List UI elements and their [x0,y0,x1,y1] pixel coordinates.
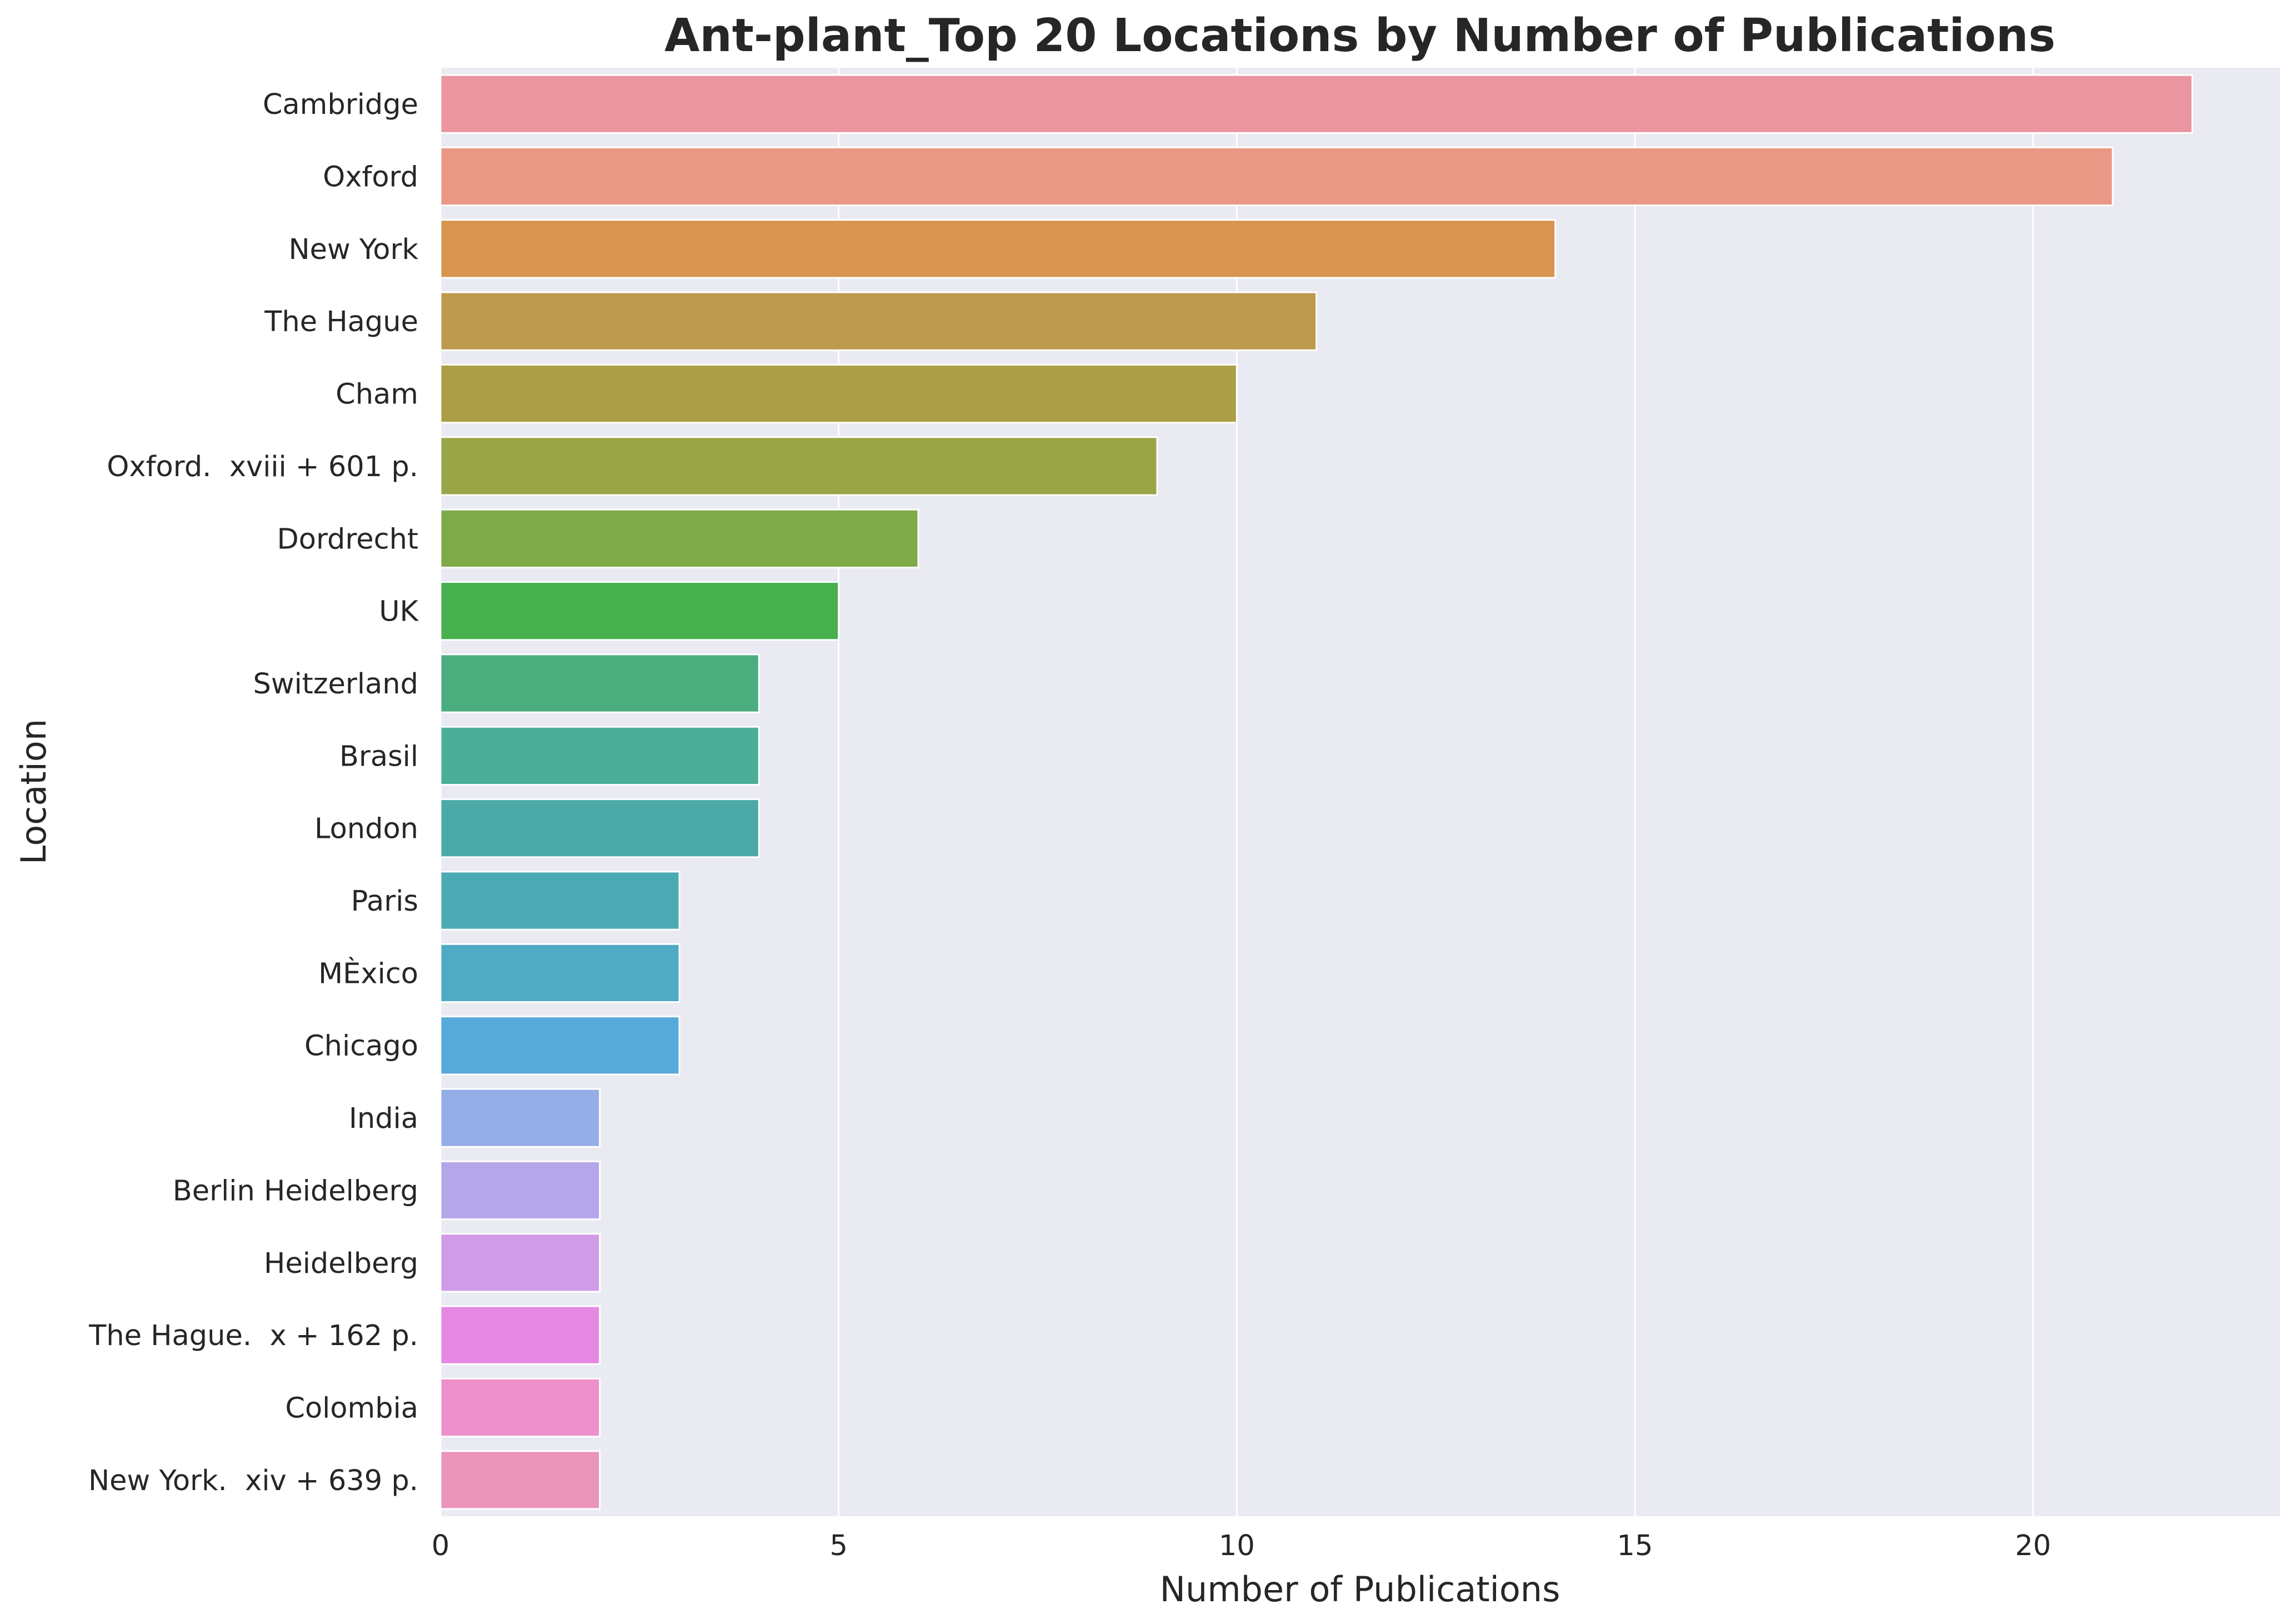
y-tick-label: Switzerland [253,668,418,701]
y-tick-label: Colombia [285,1392,418,1425]
y-tick-label: UK [379,596,419,628]
y-tick-label: Brasil [339,740,418,773]
bar [439,581,840,641]
x-axis-title: Number of Publications [1160,1569,1560,1610]
bar [439,436,1158,496]
bar [439,1305,601,1365]
y-tick-label: Berlin Heidelberg [173,1175,418,1207]
y-tick-label: Chicago [304,1030,418,1063]
bar [439,74,2193,134]
bar [439,146,2114,207]
y-tick-label: The Hague. x + 162 p. [88,1320,418,1352]
bars [439,74,2193,1510]
y-tick-label: London [314,813,418,846]
bar [439,871,681,931]
x-tick-label: 20 [2015,1530,2051,1562]
y-tick-label: Heidelberg [264,1247,418,1280]
bar [439,363,1238,424]
bar [439,653,760,713]
chart-title: Ant-plant_Top 20 Locations by Number of … [664,9,2055,62]
bar [439,1016,681,1076]
bar [439,943,681,1003]
x-tick-label: 5 [829,1530,847,1562]
bar [439,291,1318,351]
bar [439,508,919,568]
x-tick-label: 10 [1219,1530,1255,1562]
bar [439,798,760,858]
x-tick-label: 15 [1617,1530,1653,1562]
y-tick-labels: Cambridge Oxford New York The Hague Cham Oxfo… [88,88,419,1497]
y-tick-label: New York [288,233,418,266]
bar [439,1377,601,1438]
bar [439,219,1557,279]
bar [439,1160,601,1221]
y-tick-label: The Hague [264,306,418,338]
x-tick-label: 0 [432,1530,449,1562]
bar [439,1233,601,1293]
y-tick-label: Oxford [323,161,418,194]
x-tick-labels: 0 5 10 15 20 [432,1530,2051,1562]
y-tick-label: Paris [351,885,418,918]
y-tick-label: MÈxico [318,956,418,990]
bar [439,1450,601,1510]
bar [439,726,760,786]
y-tick-label: Dordrecht [277,523,418,556]
y-tick-label: Cham [336,378,418,411]
y-tick-label: New York. xiv + 639 p. [88,1465,418,1497]
y-axis-title: Location [13,719,54,865]
plot-area [441,68,2280,1516]
y-tick-label: Cambridge [263,88,418,121]
y-tick-label: India [349,1102,418,1135]
bar [439,1088,601,1148]
y-tick-label: Oxford. xviii + 601 p. [107,451,418,483]
